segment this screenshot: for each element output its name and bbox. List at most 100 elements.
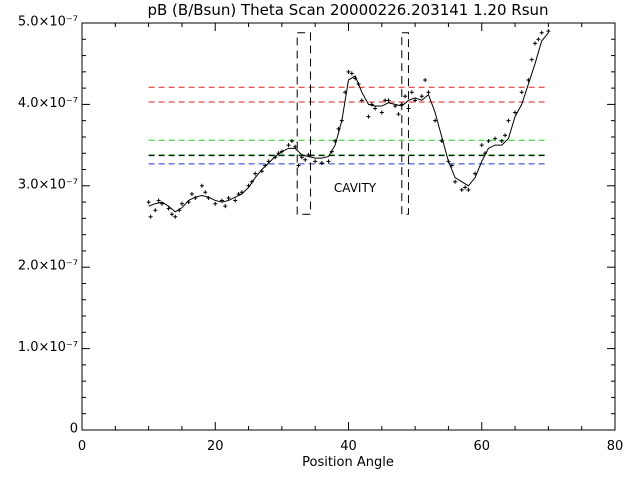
data-point [346,69,351,74]
data-point [319,161,324,166]
y-tick-label: 3.0×10⁻⁷ [18,177,78,192]
data-point [399,102,404,107]
data-point [303,157,308,162]
data-point [466,187,471,192]
data-line [148,32,549,213]
data-point [213,201,218,206]
data-point [263,163,268,168]
data-point [506,118,511,123]
data-point [226,196,231,201]
x-tick-label: 40 [340,439,357,454]
data-point [236,191,241,196]
data-point [493,136,498,141]
data-point [519,90,524,95]
data-point [273,155,278,160]
data-point [193,196,198,201]
data-point [199,183,204,188]
data-point [156,198,161,203]
data-point [169,212,174,217]
data-point [299,155,304,160]
data-point [439,139,444,144]
x-tick-label: 0 [78,439,86,454]
data-point [546,29,551,34]
chart-title: pB (B/Bsun) Theta Scan 20000226.203141 1… [147,1,548,19]
data-point [393,104,398,109]
data-point [459,187,464,192]
data-point [259,169,264,174]
data-point [206,196,211,201]
data-point [203,190,208,195]
cavity-box [296,32,312,215]
data-point [536,37,541,42]
x-axis-label: Position Angle [302,455,394,470]
annotation: CAVITY [334,181,377,195]
data-point [373,106,378,111]
data-point [339,118,344,123]
data-point [148,214,153,219]
data-point [359,98,364,103]
data-point [349,71,354,76]
data-point [379,110,384,115]
data-point [479,143,484,148]
data-point [529,57,534,62]
y-tick-label: 2.0×10⁻⁷ [18,259,78,274]
data-point [433,118,438,123]
data-point [453,179,458,184]
data-point [386,98,391,103]
data-point [286,143,291,148]
data-point [166,206,171,211]
data-point [329,149,334,154]
data-point [336,126,341,131]
data-point [326,159,331,164]
data-point [186,200,191,205]
y-tick-label: 1.0×10⁻⁷ [18,340,78,355]
data-point [249,179,254,184]
data-point [296,163,301,168]
data-point [159,201,164,206]
data-point [423,77,428,82]
y-tick-label: 4.0×10⁻⁷ [18,96,78,111]
data-point [223,204,228,209]
data-point [293,144,298,149]
data-point [173,214,178,219]
data-point [333,139,338,144]
data-point [153,208,158,213]
data-point [233,198,238,203]
data-point [313,159,318,164]
x-tick-label: 60 [473,439,490,454]
data-point [179,201,184,206]
data-point [426,90,431,95]
data-point [189,191,194,196]
x-tick-label: 20 [207,439,224,454]
data-point [483,151,488,156]
data-point [526,77,531,82]
data-point [419,94,424,99]
data-point [499,139,504,144]
cavity-box [401,32,409,215]
data-point [539,30,544,35]
data-point [486,139,491,144]
data-point [266,159,271,164]
y-tick-label: 0 [70,422,78,437]
data-point [306,152,311,157]
data-point [413,98,418,103]
data-point [503,133,508,138]
data-point [246,183,251,188]
data-point [279,149,284,154]
data-point [463,185,468,190]
data-point [533,41,538,46]
data-point [446,159,451,164]
data-point [253,171,258,176]
y-tick-label: 5.0×10⁻⁷ [18,15,78,30]
x-tick-label: 80 [607,439,624,454]
data-point [406,106,411,111]
data-point [403,94,408,99]
data-point [289,139,294,144]
data-point [366,114,371,119]
data-point [239,190,244,195]
data-point [409,90,414,95]
data-point [449,163,454,168]
